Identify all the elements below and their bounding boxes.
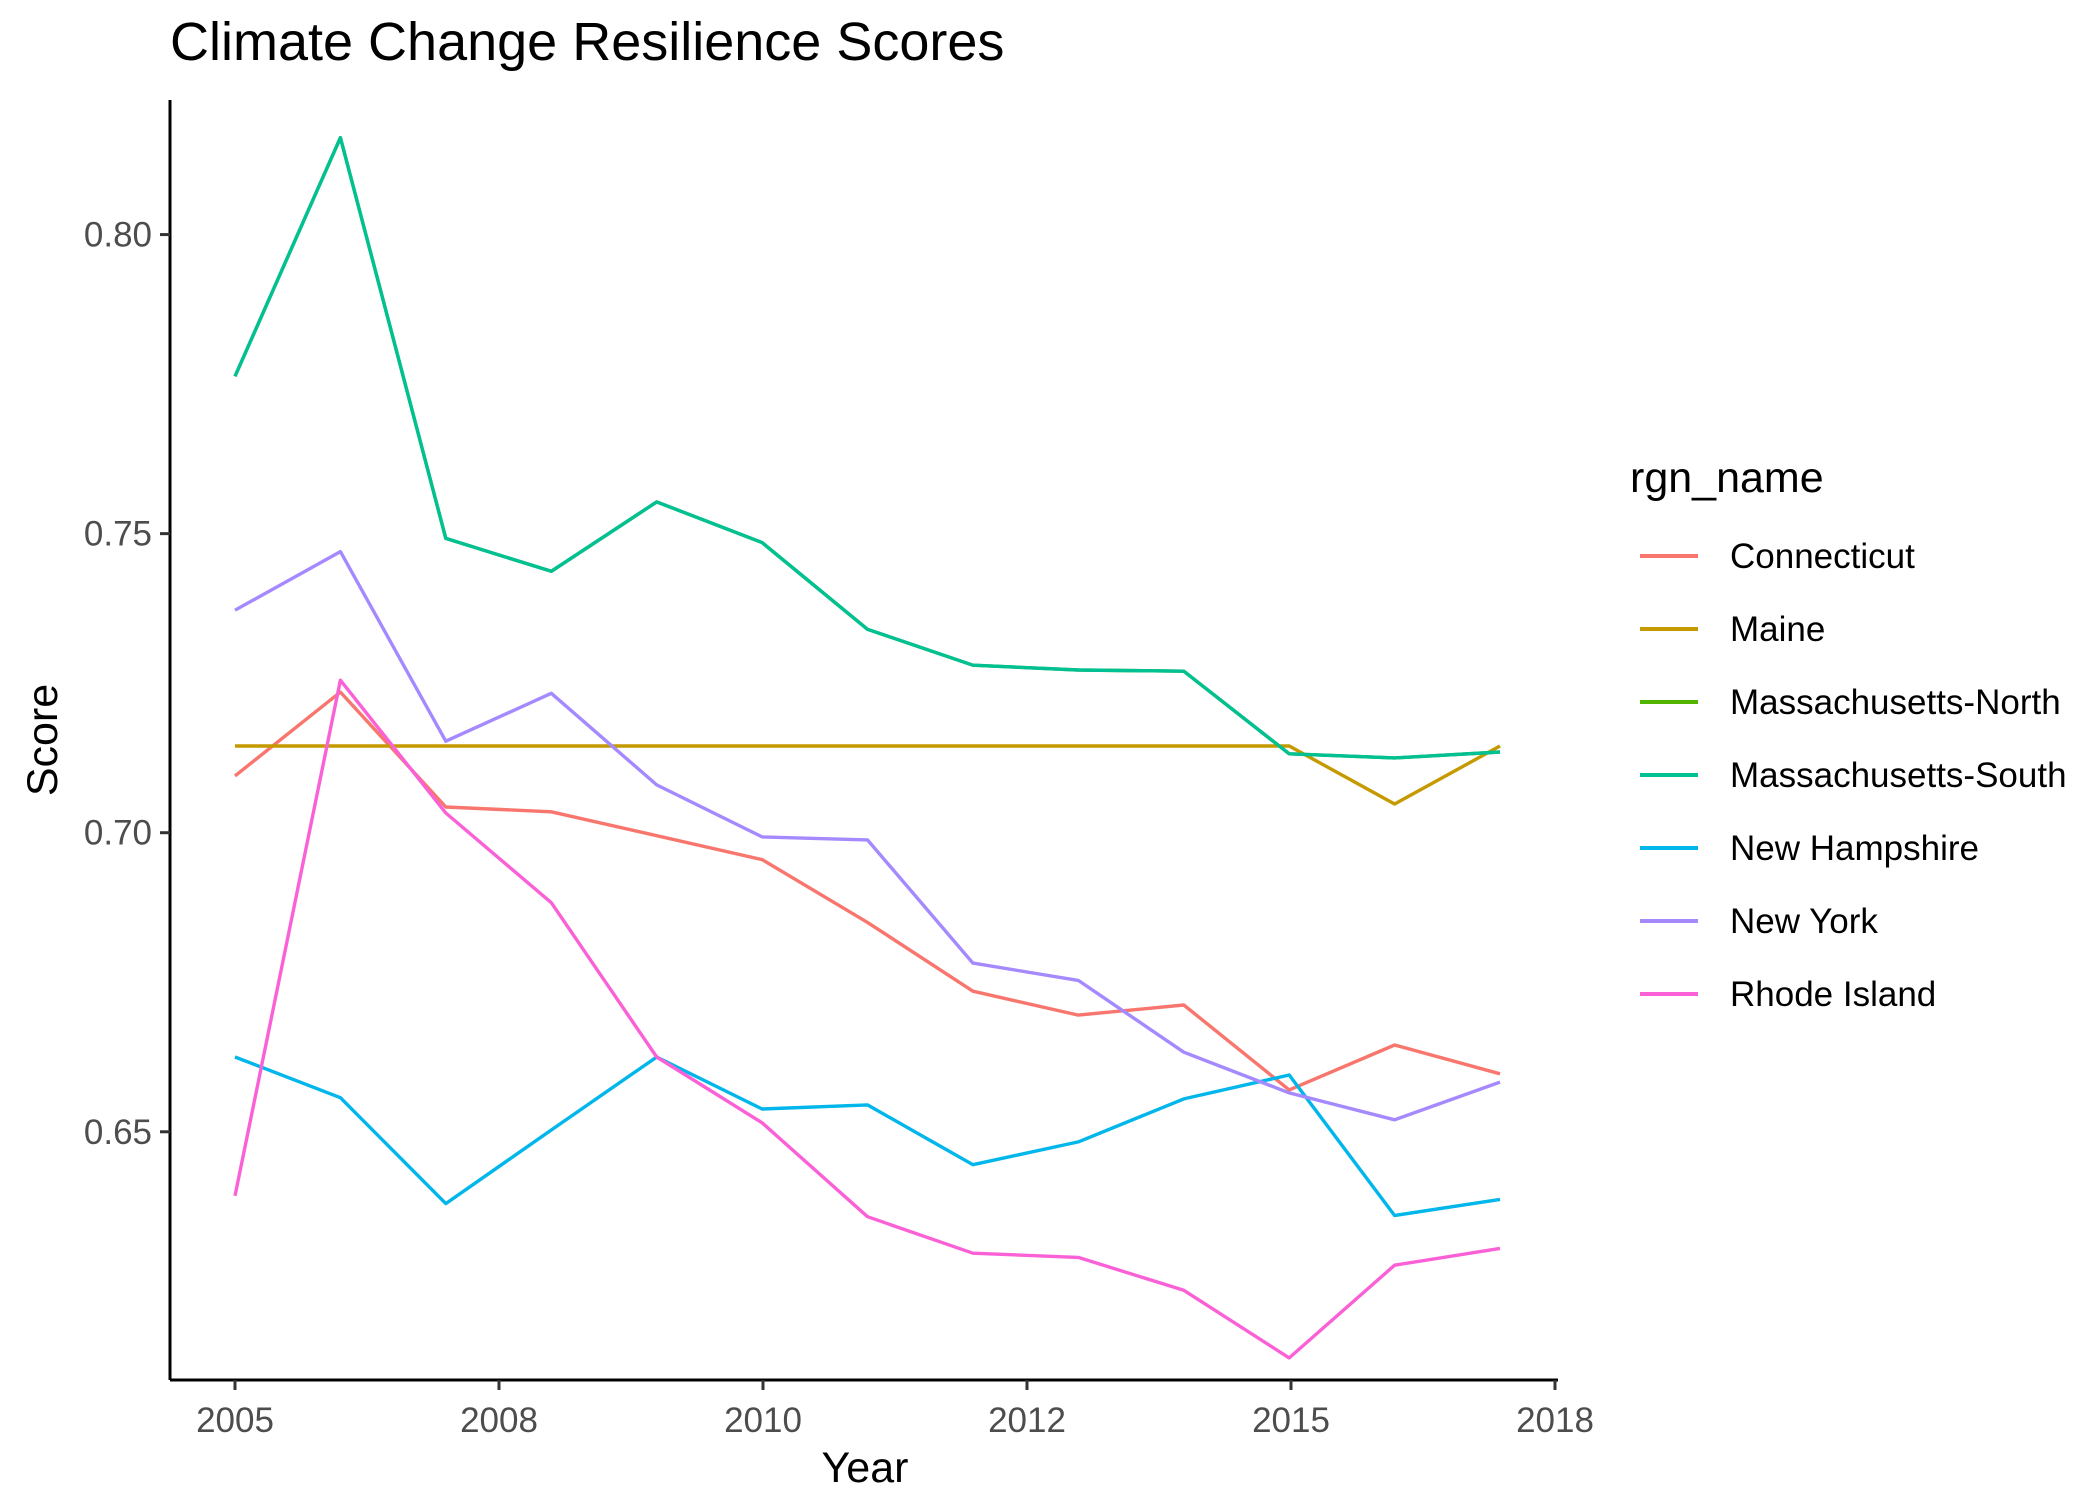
y-tick-label: 0.65: [84, 1113, 152, 1152]
plot-area: 0.65 0.70 0.75 0.80 2005 2008 2010 2012 2015 201…: [84, 100, 1594, 1440]
legend-items: Connecticut Maine Massachusetts-North Massa…: [1640, 537, 2067, 1014]
y-axis-title: Score: [19, 684, 67, 796]
y-tick-label: 0.80: [84, 216, 152, 255]
x-axis-ticks: 2005 2008 2010 2012 2015 2018: [196, 1380, 1594, 1440]
series-line-maine: [235, 744, 1501, 806]
x-axis-title: Year: [822, 1444, 909, 1492]
series-line-connecticut: [233, 690, 1501, 1092]
legend-label-massachusetts-south: Massachusetts-South: [1730, 756, 2067, 795]
legend-title: rgn_name: [1630, 454, 1824, 502]
chart-title: Climate Change Resilience Scores: [170, 12, 1004, 72]
series-line-new-hampshire: [234, 1055, 1501, 1218]
y-axis-ticks: 0.65 0.70 0.75 0.80: [84, 216, 170, 1152]
y-tick-label: 0.70: [84, 814, 152, 853]
x-tick-label: 2018: [1516, 1401, 1594, 1440]
legend-label-new-york: New York: [1730, 902, 1878, 941]
series-lines: [233, 135, 1501, 1360]
x-tick-label: 2012: [988, 1401, 1066, 1440]
legend-label-maine: Maine: [1730, 610, 1825, 649]
series-line-rhode-island: [233, 678, 1501, 1360]
legend-label-new-hampshire: New Hampshire: [1730, 829, 1979, 868]
series-line-massachusetts-north: [233, 135, 1501, 760]
legend-label-massachusetts-north: Massachusetts-North: [1730, 683, 2061, 722]
x-tick-label: 2010: [724, 1401, 802, 1440]
series-line-new-york: [234, 549, 1501, 1122]
legend: rgn_name Connecticut Maine Massachusetts-N…: [1630, 454, 2067, 1014]
x-tick-label: 2015: [1252, 1401, 1330, 1440]
legend-label-connecticut: Connecticut: [1730, 537, 1915, 576]
legend-label-rhode-island: Rhode Island: [1730, 975, 1936, 1014]
x-tick-label: 2005: [196, 1401, 274, 1440]
x-tick-label: 2008: [460, 1401, 538, 1440]
series-line-massachusetts-south: [233, 135, 1501, 760]
y-tick-label: 0.75: [84, 515, 152, 554]
